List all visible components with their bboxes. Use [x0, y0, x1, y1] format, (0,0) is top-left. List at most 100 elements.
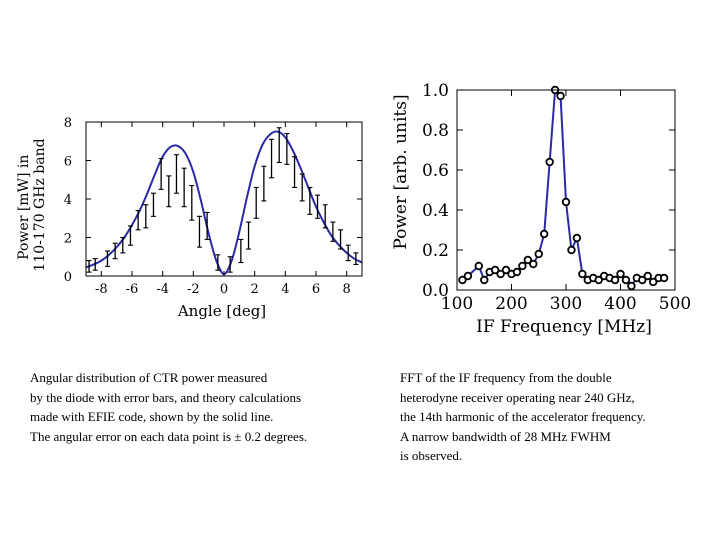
- error-bar: [253, 186, 259, 219]
- right-caption-line: heterodyne receiver operating near 240 G…: [400, 389, 635, 405]
- x-axis-label: Angle [deg]: [177, 302, 266, 320]
- error-bar: [158, 158, 164, 190]
- error-bar: [166, 175, 172, 208]
- data-point: [496, 269, 505, 279]
- x-tick-label: -2: [187, 282, 200, 297]
- error-bar: [86, 260, 92, 273]
- right-caption-line: A narrow bandwidth of 28 MHz FWHM: [400, 428, 611, 444]
- data-point: [463, 271, 473, 281]
- x-axis-label: IF Frequency [MHz]: [476, 317, 652, 337]
- x-tick-label: 200: [495, 294, 527, 314]
- error-bar: [92, 258, 98, 271]
- data-point: [512, 267, 522, 277]
- data-point: [518, 261, 527, 271]
- y-axis-label: Power [mW] in 110-170 GHz band: [16, 138, 48, 271]
- error-bar: [276, 127, 282, 163]
- right-caption-line: FFT of the IF frequency from the double: [400, 370, 612, 385]
- error-bar: [112, 242, 118, 260]
- error-bar: [227, 256, 233, 273]
- y-tick-label: 6: [64, 155, 72, 170]
- data-point: [529, 259, 538, 269]
- left-caption-line: Angular distribution of CTR power measur…: [30, 370, 268, 385]
- error-bar: [299, 173, 305, 202]
- data-point: [480, 275, 489, 285]
- data-point: [556, 91, 565, 101]
- data-point: [474, 261, 483, 271]
- fft-spectrum-chart: 100 200 300 400 500 0.0 0.2 0.4 0.6 0.8 1.0 Power …: [391, 81, 691, 337]
- x-tick-label: 400: [604, 294, 636, 314]
- data-point: [540, 229, 549, 239]
- data-point: [458, 275, 467, 285]
- x-tick-label: 6: [312, 282, 320, 297]
- error-bar: [238, 238, 244, 264]
- error-bar: [204, 211, 210, 240]
- y-axis-label-line-1: Power [mW] in: [16, 155, 32, 260]
- error-bar: [150, 192, 156, 217]
- x-tick-label: 8: [343, 282, 351, 297]
- error-bar: [345, 244, 351, 262]
- data-point: [534, 249, 543, 259]
- error-bar: [269, 138, 275, 179]
- error-bar: [181, 167, 187, 208]
- y-axis-label-line-2: 110-170 GHz band: [32, 138, 48, 271]
- data-point: [649, 277, 658, 287]
- error-bar: [338, 229, 344, 250]
- data-point: [621, 275, 631, 285]
- y-tick-label: 0.8: [422, 121, 449, 141]
- y-tick-label: 0.0: [422, 281, 449, 301]
- data-point: [659, 273, 669, 283]
- data-point: [561, 197, 571, 207]
- y-axis-label: Power [arb. units]: [391, 94, 411, 249]
- theory-curve: [85, 130, 363, 276]
- data-point: [616, 269, 625, 279]
- error-bar: [189, 184, 195, 221]
- error-bar: [330, 221, 336, 242]
- error-bar: [261, 165, 267, 202]
- error-bar: [284, 133, 290, 165]
- y-tick-label: 4: [64, 193, 72, 208]
- data-point: [523, 255, 533, 265]
- y-tick-label: 0.2: [422, 241, 449, 261]
- error-bar: [104, 250, 110, 267]
- error-bar: [135, 210, 141, 231]
- angular-distribution-chart: -8 -6 -4 -2 0 2 4 6 8 0 2 4 6 8 Power [mW] in 110-170…: [16, 116, 363, 320]
- data-point: [643, 271, 652, 281]
- y-tick-label: 8: [64, 116, 72, 131]
- error-bar: [246, 221, 252, 250]
- right-caption-line: is observed.: [400, 448, 463, 463]
- error-bar: [196, 215, 202, 248]
- left-caption-line: by the diode with error bars, and theory…: [30, 389, 302, 405]
- data-point: [490, 265, 500, 275]
- y-tick-label: 1.0: [422, 81, 449, 101]
- y-tick-label: 0: [64, 270, 72, 285]
- x-tick-label: 0: [220, 282, 228, 297]
- x-tick-label: 500: [659, 294, 691, 314]
- right-caption-line: the 14th harmonic of the accelerator fre…: [400, 409, 646, 424]
- left-caption-line: made with EFIE code, shown by the solid …: [30, 409, 274, 424]
- error-bar: [322, 204, 328, 229]
- error-bar: [120, 236, 126, 254]
- left-caption: Angular distribution of CTR power measur…: [30, 368, 307, 446]
- data-point: [545, 157, 554, 167]
- right-caption: FFT of the IF frequency from the double …: [400, 368, 646, 466]
- y-tick-label: 0.4: [422, 201, 449, 221]
- error-bar: [127, 225, 133, 246]
- error-bar: [292, 156, 298, 188]
- error-bar: [215, 254, 221, 271]
- data-point: [610, 275, 620, 285]
- data-point: [567, 245, 576, 255]
- y-tick-label: 0.6: [422, 161, 449, 181]
- data-point: [578, 269, 587, 279]
- error-bar: [315, 194, 321, 219]
- x-tick-label: -6: [126, 282, 139, 297]
- data-point: [638, 275, 647, 285]
- x-tick-label: -8: [95, 282, 108, 297]
- y-tick-label: 2: [64, 232, 72, 247]
- left-caption-line: The angular error on each data point is …: [30, 428, 308, 444]
- data-point: [594, 275, 603, 285]
- data-point: [572, 233, 582, 243]
- x-tick-label: 100: [441, 294, 473, 314]
- x-tick-label: 2: [251, 282, 259, 297]
- x-tick-label: 4: [281, 282, 289, 297]
